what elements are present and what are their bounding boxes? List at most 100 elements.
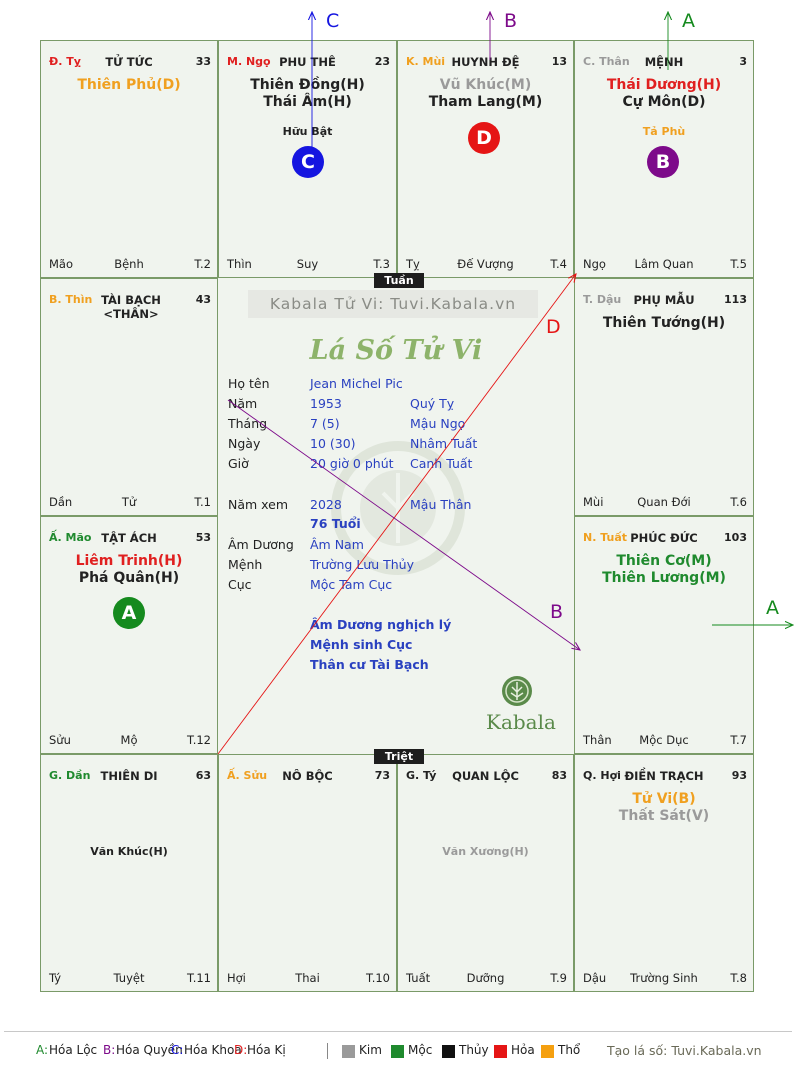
palace-thin: B. Thìn TÀI BẠCH <THÂN> 43 Dần Tử T.1	[40, 278, 218, 516]
triet-tag: Triệt	[374, 749, 424, 764]
palace-dau: T. Dậu PHỤ MẪU 113 Thiên Tướng(H) Mùi Quan Đớ…	[574, 278, 754, 516]
info-key: Họ tên	[228, 376, 270, 391]
palace-branch: Hợi	[227, 971, 246, 985]
palace-life-stage: Suy	[296, 257, 319, 271]
palace-number: 103	[724, 531, 747, 544]
hoa-badge-d: D	[468, 122, 500, 154]
element-swatch	[442, 1045, 455, 1058]
info-canchi: Mậu Thân	[410, 497, 472, 512]
palace-stem: K. Mùi	[406, 55, 446, 68]
element-swatch	[342, 1045, 355, 1058]
major-stars: Thái Dương(H) Cự Môn(D)	[575, 77, 753, 111]
palace-dan: G. Dần THIÊN DI 63 Văn Khúc(H) Tý Tuyệt T.11	[40, 754, 218, 992]
palace-number: 93	[731, 769, 747, 782]
info-value: 2028	[310, 497, 342, 512]
info-key: Giờ	[228, 456, 249, 471]
hoa-badge-a: A	[113, 597, 145, 629]
major-stars: Vũ Khúc(M) Tham Lang(M)	[398, 77, 573, 111]
major-star: Phá Quân(H)	[78, 570, 180, 586]
arrow-label-a-right: A	[766, 597, 779, 619]
info-value: Âm Nam	[310, 537, 364, 552]
palace-age: T.12	[187, 733, 211, 747]
line-b-purple	[227, 399, 580, 650]
palace-number: 33	[195, 55, 211, 68]
palace-age: T.7	[730, 733, 747, 747]
info-value: Trường Lưu Thủy	[310, 557, 414, 572]
palace-hoi: Q. Hợi ĐIỀN TRẠCH 93 Tử Vi(B) Thất Sát(V) Dậu…	[574, 754, 754, 992]
minor-star: Văn Xương(H)	[442, 845, 529, 858]
major-stars: Thiên Tướng(H)	[575, 315, 753, 332]
palace-life-stage: Tuyệt	[113, 971, 145, 985]
legend-hoa-key: C:	[171, 1043, 184, 1057]
info-note: Âm Dương nghịch lý	[310, 617, 452, 632]
palace-branch: Sửu	[49, 733, 71, 747]
palace-title: ĐIỀN TRẠCH	[624, 769, 704, 783]
palace-branch: Tý	[49, 971, 62, 985]
palace-stem: Đ. Tỵ	[49, 55, 81, 68]
site-banner: Kabala Tử Vi: Tuvi.Kabala.vn	[248, 290, 538, 318]
element-swatch	[541, 1045, 554, 1058]
info-value: 20 giờ 0 phút	[310, 456, 394, 471]
credit-link[interactable]: Tạo lá số: Tuvi.Kabala.vn	[607, 1043, 762, 1058]
minor-star: Văn Khúc(H)	[90, 845, 168, 858]
palace-number: 43	[195, 293, 211, 306]
info-value: Mộc Tam Cục	[310, 577, 393, 592]
palace-life-stage: Mộ	[120, 733, 138, 747]
kabala-logo-icon	[502, 676, 532, 706]
palace-title: QUAN LỘC	[452, 769, 519, 783]
arrow-label-d-diag: D	[546, 316, 561, 338]
palace-title: PHU THÊ	[279, 55, 336, 69]
palace-branch: Mùi	[583, 495, 604, 509]
legend-hoa-text: Hóa Khoa	[184, 1043, 242, 1057]
palace-branch: Dậu	[583, 971, 607, 985]
palace-branch: Dần	[49, 495, 73, 509]
major-star: Thiên Cơ(M)	[616, 553, 712, 569]
palace-stem: Q. Hợi	[583, 769, 621, 782]
palace-life-stage: Lâm Quan	[634, 257, 694, 271]
palace-age: T.8	[730, 971, 747, 985]
info-canchi: Quý Tỵ	[410, 396, 455, 411]
palace-stem: B. Thìn	[49, 293, 93, 306]
palace-title: THIÊN DI	[100, 769, 158, 783]
minor-star: Tả Phù	[642, 125, 686, 138]
palace-life-stage: Đế Vượng	[457, 257, 514, 271]
tuan-tag: Tuần	[374, 273, 424, 288]
palace-age: T.5	[730, 257, 747, 271]
legend-hoa-key: B:	[103, 1043, 116, 1057]
legend-hoa-text: Hóa Quyền	[116, 1043, 183, 1057]
info-key: Ngày	[228, 436, 261, 451]
palace-stem: C. Thân	[583, 55, 630, 68]
major-star: Thiên Tướng(H)	[602, 315, 726, 331]
palace-age: T.4	[550, 257, 567, 271]
element-swatch	[494, 1045, 507, 1058]
palace-title: TÀI BẠCH <THÂN>	[101, 293, 161, 321]
palace-age: T.11	[187, 971, 211, 985]
palace-branch: Mão	[49, 257, 74, 271]
palace-age: T.3	[373, 257, 390, 271]
palace-age: T.9	[550, 971, 567, 985]
arrow-label-c-top: C	[326, 10, 340, 32]
palace-life-stage: Mộc Dục	[639, 733, 689, 747]
major-stars: Tử Vi(B) Thất Sát(V)	[575, 791, 753, 825]
element-label: Thủy	[459, 1043, 489, 1057]
major-star: Thiên Lương(M)	[602, 570, 726, 586]
legend-hoa-text: Hóa Lộc	[49, 1043, 98, 1057]
chart-title: Lá Số Tử Vi	[309, 335, 483, 366]
element-label: Mộc	[408, 1043, 433, 1057]
legend-hoa-text: Hóa Kị	[247, 1043, 286, 1057]
palace-tuat: N. Tuất PHÚC ĐỨC 103 Thiên Cơ(M) Thiên Lương…	[574, 516, 754, 754]
major-star: Tham Lang(M)	[428, 94, 543, 110]
legend-separator	[327, 1043, 328, 1059]
major-star: Thiên Phủ(D)	[77, 77, 181, 93]
palace-title: PHỤ MẪU	[633, 293, 695, 307]
palace-age: T.1	[194, 495, 211, 509]
center-panel: Lá Số Tử Vi Họ tên Jean Michel Pic Năm 1953…	[218, 278, 574, 754]
palace-title: HUYNH ĐỆ	[451, 55, 520, 69]
palace-title: PHÚC ĐỨC	[630, 531, 698, 545]
palace-number: 83	[551, 769, 567, 782]
major-star: Thái Dương(H)	[606, 77, 722, 93]
palace-mui: K. Mùi HUYNH ĐỆ 13 Vũ Khúc(M) Tham Lang(M) Tỵ…	[397, 40, 574, 278]
hoa-badge-c: C	[292, 146, 324, 178]
palace-age: T.10	[366, 971, 390, 985]
kabala-logo-text: Kabala	[486, 710, 556, 734]
